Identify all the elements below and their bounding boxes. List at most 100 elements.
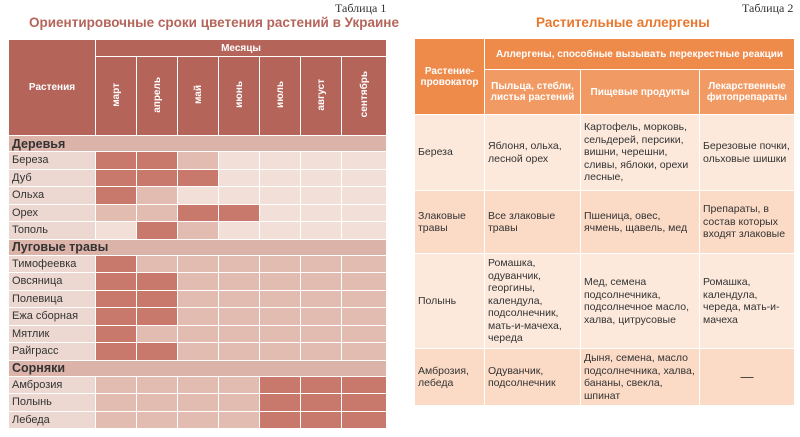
flowering-cell — [95, 151, 137, 170]
plant-cell: Береза — [414, 114, 485, 191]
plant-name: Амброзия — [8, 375, 96, 394]
flowering-cell — [95, 307, 137, 326]
month-label: март — [110, 82, 122, 107]
table2-title: Растительные аллергены — [536, 15, 710, 30]
flowering-cell — [95, 272, 137, 291]
flowering-cell — [136, 254, 178, 273]
month-header: сентябрь — [340, 56, 388, 136]
flowering-cell — [218, 410, 260, 429]
plant-row: Полынь — [8, 393, 388, 412]
flowering-cell — [95, 375, 137, 394]
flowering-cell — [177, 221, 219, 240]
flowering-cell — [300, 168, 342, 187]
flowering-cell — [340, 151, 388, 170]
flowering-cell — [259, 254, 301, 273]
flowering-cell — [136, 410, 178, 429]
flowering-cell — [136, 289, 178, 308]
flowering-cell — [259, 375, 301, 394]
flowering-cell — [300, 254, 342, 273]
flowering-cell — [95, 410, 137, 429]
drugs-subheader: Лекарственные фитопрепараты — [698, 69, 796, 115]
flowering-cell — [136, 375, 178, 394]
allergen-row: Полынь Ромашка, одуванчик, георгины, кале… — [414, 253, 796, 349]
flowering-cell — [340, 272, 388, 291]
month-label: июль — [274, 81, 286, 108]
flowering-cell — [259, 151, 301, 170]
month-header: август — [300, 56, 342, 136]
flowering-cell — [218, 186, 260, 205]
food-cell: Пшеница, овес, ячмень, щавель, мед — [580, 190, 700, 254]
flowering-cell — [259, 410, 301, 429]
plant-name: Береза — [8, 151, 96, 170]
flowering-cell — [300, 221, 342, 240]
plant-name: Лебеда — [8, 410, 96, 429]
flowering-cell — [177, 342, 219, 361]
flowering-cell — [218, 307, 260, 326]
flowering-cell — [136, 186, 178, 205]
month-header: май — [177, 56, 219, 136]
months-header: Месяцы — [94, 39, 388, 57]
plant-name: Овсяница — [8, 272, 96, 291]
flowering-cell — [95, 324, 137, 343]
flowering-cell — [95, 221, 137, 240]
plant-cell: Злаковые травы — [414, 190, 485, 254]
flowering-cell — [259, 272, 301, 291]
month-header: март — [95, 56, 137, 136]
flowering-cell — [218, 375, 260, 394]
flowering-cell — [300, 393, 342, 412]
plant-row: Тимофеевка — [8, 254, 388, 273]
flowering-cell — [340, 393, 388, 412]
flowering-cell — [136, 342, 178, 361]
allergen-row: Злаковые травы Все злаковые травы Пшеница,… — [414, 190, 796, 254]
flowering-cell — [136, 307, 178, 326]
month-header-row: март апрель май июнь июль август сентябрь — [9, 56, 388, 136]
flowering-cell — [177, 151, 219, 170]
allergen-row: Береза Яблоня, ольха, лесной орех Картофел… — [414, 114, 796, 191]
plant-row: Лебеда — [8, 410, 388, 429]
plant-row: Орех — [8, 203, 388, 222]
category-row: Сорняки — [7, 359, 388, 377]
flowering-cell — [218, 272, 260, 291]
flowering-cell — [177, 168, 219, 187]
category-row: Деревья — [7, 135, 388, 152]
flowering-cell — [259, 186, 301, 205]
drugs-cell: — — [698, 348, 796, 406]
category-row: Луговые травы — [7, 238, 388, 256]
plant-row: Ежа сборная — [8, 307, 388, 326]
category-label: Сорняки — [7, 359, 388, 377]
flowering-cell — [300, 289, 342, 308]
plant-cell: Полынь — [414, 253, 485, 349]
flowering-table-body: Деревья Береза Дуб Ольха Орех Тополь Луговые т… — [7, 135, 388, 429]
flowering-cell — [177, 410, 219, 429]
plant-name: Дуб — [8, 168, 96, 187]
flowering-cell — [177, 203, 219, 222]
plant-row: Овсяница — [8, 272, 388, 291]
flowering-cell — [340, 410, 388, 429]
flowering-cell — [340, 186, 388, 205]
month-label: май — [192, 85, 204, 104]
cross-reactions-header: Аллергены, способные вызывать перекрестн… — [483, 38, 796, 70]
flowering-cell — [218, 254, 260, 273]
flowering-cell — [136, 221, 178, 240]
flowering-cell — [300, 272, 342, 291]
flowering-cell — [218, 168, 260, 187]
flowering-cell — [177, 393, 219, 412]
flowering-cell — [136, 324, 178, 343]
plant-name: Тополь — [8, 221, 96, 240]
month-header: июль — [259, 56, 301, 136]
flowering-cell — [340, 289, 388, 308]
month-label: август — [315, 78, 327, 111]
pollen-cell: Все злаковые травы — [484, 190, 581, 254]
plant-name: Полевица — [8, 289, 96, 308]
flowering-cell — [177, 307, 219, 326]
plant-row: Мятлик — [8, 324, 388, 343]
flowering-cell — [218, 342, 260, 361]
pollen-cell: Яблоня, ольха, лесной орех — [484, 114, 581, 191]
flowering-cell — [259, 289, 301, 308]
flowering-cell — [340, 221, 388, 240]
plant-cell: Амброзия, лебеда — [414, 348, 485, 406]
flowering-cell — [218, 151, 260, 170]
plant-name: Полынь — [8, 393, 96, 412]
plant-name: Райграсс — [8, 342, 96, 361]
flowering-cell — [136, 393, 178, 412]
